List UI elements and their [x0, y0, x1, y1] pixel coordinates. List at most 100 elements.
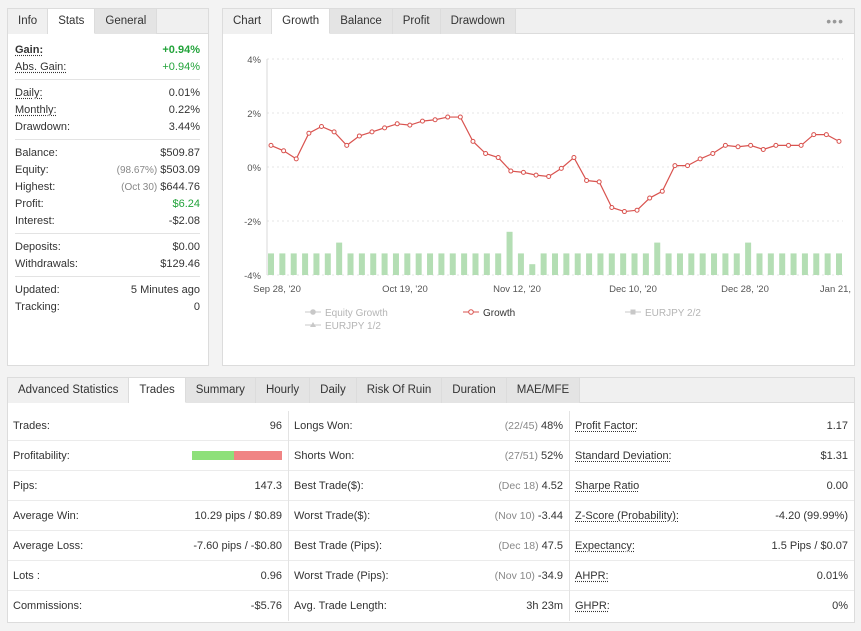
growth-point[interactable] — [584, 178, 590, 183]
growth-point[interactable] — [811, 132, 817, 138]
growth-point[interactable] — [609, 205, 615, 210]
stat-value-wrap: 0% — [832, 600, 848, 612]
growth-point[interactable] — [710, 151, 716, 156]
stat-label[interactable]: Standard Deviation: — [575, 449, 672, 462]
volume-bar — [642, 253, 649, 275]
growth-point[interactable] — [318, 124, 324, 129]
stat-label[interactable]: Z-Score (Probability): — [575, 509, 679, 522]
advanced-tab-daily[interactable]: Daily — [310, 378, 357, 403]
growth-point[interactable] — [596, 179, 602, 185]
legend-square-icon[interactable] — [630, 309, 636, 315]
advanced-tab-summary[interactable]: Summary — [185, 378, 256, 403]
legend-label[interactable]: EURJPY 2/2 — [645, 308, 701, 319]
growth-point[interactable] — [419, 118, 425, 124]
stat-label[interactable]: Expectancy: — [575, 539, 635, 552]
chart-tab-drawdown[interactable]: Drawdown — [440, 9, 516, 34]
info-label[interactable]: Abs. Gain: — [15, 60, 67, 73]
chart-tab-growth[interactable]: Growth — [272, 9, 331, 34]
growth-point[interactable] — [697, 156, 703, 162]
growth-point[interactable] — [773, 142, 779, 148]
growth-point[interactable] — [786, 142, 792, 148]
growth-point[interactable] — [483, 151, 489, 156]
growth-point[interactable] — [495, 155, 501, 161]
growth-point[interactable] — [293, 156, 299, 162]
info-tab-stats[interactable]: Stats — [48, 9, 96, 34]
growth-point[interactable] — [798, 142, 804, 148]
growth-line — [270, 116, 840, 213]
info-row-deposits: Deposits: $0.00 — [15, 238, 200, 255]
growth-point[interactable] — [268, 142, 274, 148]
legend-label[interactable]: Equity Growth — [325, 308, 388, 319]
growth-point[interactable] — [748, 142, 754, 148]
advanced-tab-trades[interactable]: Trades — [129, 378, 186, 403]
growth-point[interactable] — [394, 121, 400, 127]
info-label: Tracking: — [15, 300, 60, 313]
stat-value: 0.01% — [816, 569, 848, 582]
growth-point[interactable] — [356, 133, 362, 139]
growth-point[interactable] — [508, 168, 514, 174]
growth-point[interactable] — [659, 188, 665, 194]
growth-point[interactable] — [281, 148, 287, 154]
growth-point[interactable] — [571, 155, 577, 161]
growth-point[interactable] — [407, 122, 413, 128]
growth-point[interactable] — [546, 173, 552, 179]
growth-point[interactable] — [344, 142, 350, 148]
info-label: Highest: — [15, 180, 56, 193]
volume-bar — [813, 253, 820, 275]
info-label[interactable]: Daily: — [15, 86, 43, 99]
growth-point[interactable] — [836, 138, 842, 144]
growth-point[interactable] — [445, 114, 451, 120]
legend-circle-icon[interactable] — [468, 309, 474, 315]
growth-point[interactable] — [621, 209, 627, 215]
advanced-tab-risk-of-ruin[interactable]: Risk Of Ruin — [356, 378, 443, 403]
advanced-tab-mae-mfe[interactable]: MAE/MFE — [506, 378, 581, 403]
stat-row-best-trade: Best Trade($): (Dec 18) 4.52 — [289, 471, 569, 501]
growth-point[interactable] — [457, 114, 463, 120]
growth-point[interactable] — [382, 125, 388, 131]
info-label: Withdrawals: — [15, 257, 78, 270]
chart-tab-balance[interactable]: Balance — [330, 9, 393, 34]
profitability-loss-segment — [234, 451, 282, 460]
legend-label[interactable]: Growth — [483, 308, 515, 319]
growth-point[interactable] — [685, 163, 691, 169]
info-label[interactable]: Monthly: — [15, 103, 57, 116]
growth-point[interactable] — [722, 142, 728, 148]
growth-point[interactable] — [647, 195, 653, 201]
advanced-tab-advanced-statistics[interactable]: Advanced Statistics — [8, 378, 130, 403]
volume-bar — [324, 253, 331, 275]
legend-circle-icon[interactable] — [310, 309, 316, 315]
volume-bar — [790, 253, 797, 275]
stat-label[interactable]: GHPR: — [575, 600, 610, 612]
growth-point[interactable] — [520, 169, 526, 175]
advanced-tab-duration[interactable]: Duration — [442, 378, 507, 403]
stat-label[interactable]: Profit Factor: — [575, 419, 638, 432]
growth-point[interactable] — [369, 129, 375, 135]
info-tab-general[interactable]: General — [95, 9, 158, 34]
info-label[interactable]: Gain: — [15, 43, 44, 56]
growth-point[interactable] — [331, 129, 337, 135]
stat-label[interactable]: Sharpe Ratio — [575, 479, 640, 492]
more-dots-icon[interactable]: ••• — [826, 13, 844, 29]
growth-point[interactable] — [823, 132, 829, 138]
growth-point[interactable] — [558, 165, 564, 171]
growth-point[interactable] — [672, 163, 678, 169]
info-row-profit: Profit: $6.24 — [15, 195, 200, 212]
legend-label[interactable]: EURJPY 1/2 — [325, 321, 381, 332]
stat-value-wrap: -$5.76 — [251, 600, 282, 612]
chart-tab-profit[interactable]: Profit — [392, 9, 441, 34]
legend-triangle-icon[interactable] — [310, 322, 316, 327]
stat-label[interactable]: AHPR: — [575, 569, 609, 582]
growth-point[interactable] — [470, 138, 476, 144]
growth-point[interactable] — [533, 172, 539, 178]
growth-point[interactable] — [760, 146, 766, 152]
advanced-tab-hourly[interactable]: Hourly — [255, 378, 311, 403]
info-row-updated: Updated: 5 Minutes ago — [15, 281, 200, 298]
info-value-wrap: $509.87 — [160, 147, 200, 159]
growth-point[interactable] — [432, 117, 438, 123]
growth-point[interactable] — [306, 130, 312, 136]
growth-point[interactable] — [735, 144, 741, 150]
chart-tab-chart[interactable]: Chart — [223, 9, 273, 34]
info-tab-info[interactable]: Info — [8, 9, 49, 34]
stats-column: Trades: 96 Profitability: Pips: 147.3 Average… — [8, 411, 289, 621]
growth-point[interactable] — [634, 207, 640, 213]
